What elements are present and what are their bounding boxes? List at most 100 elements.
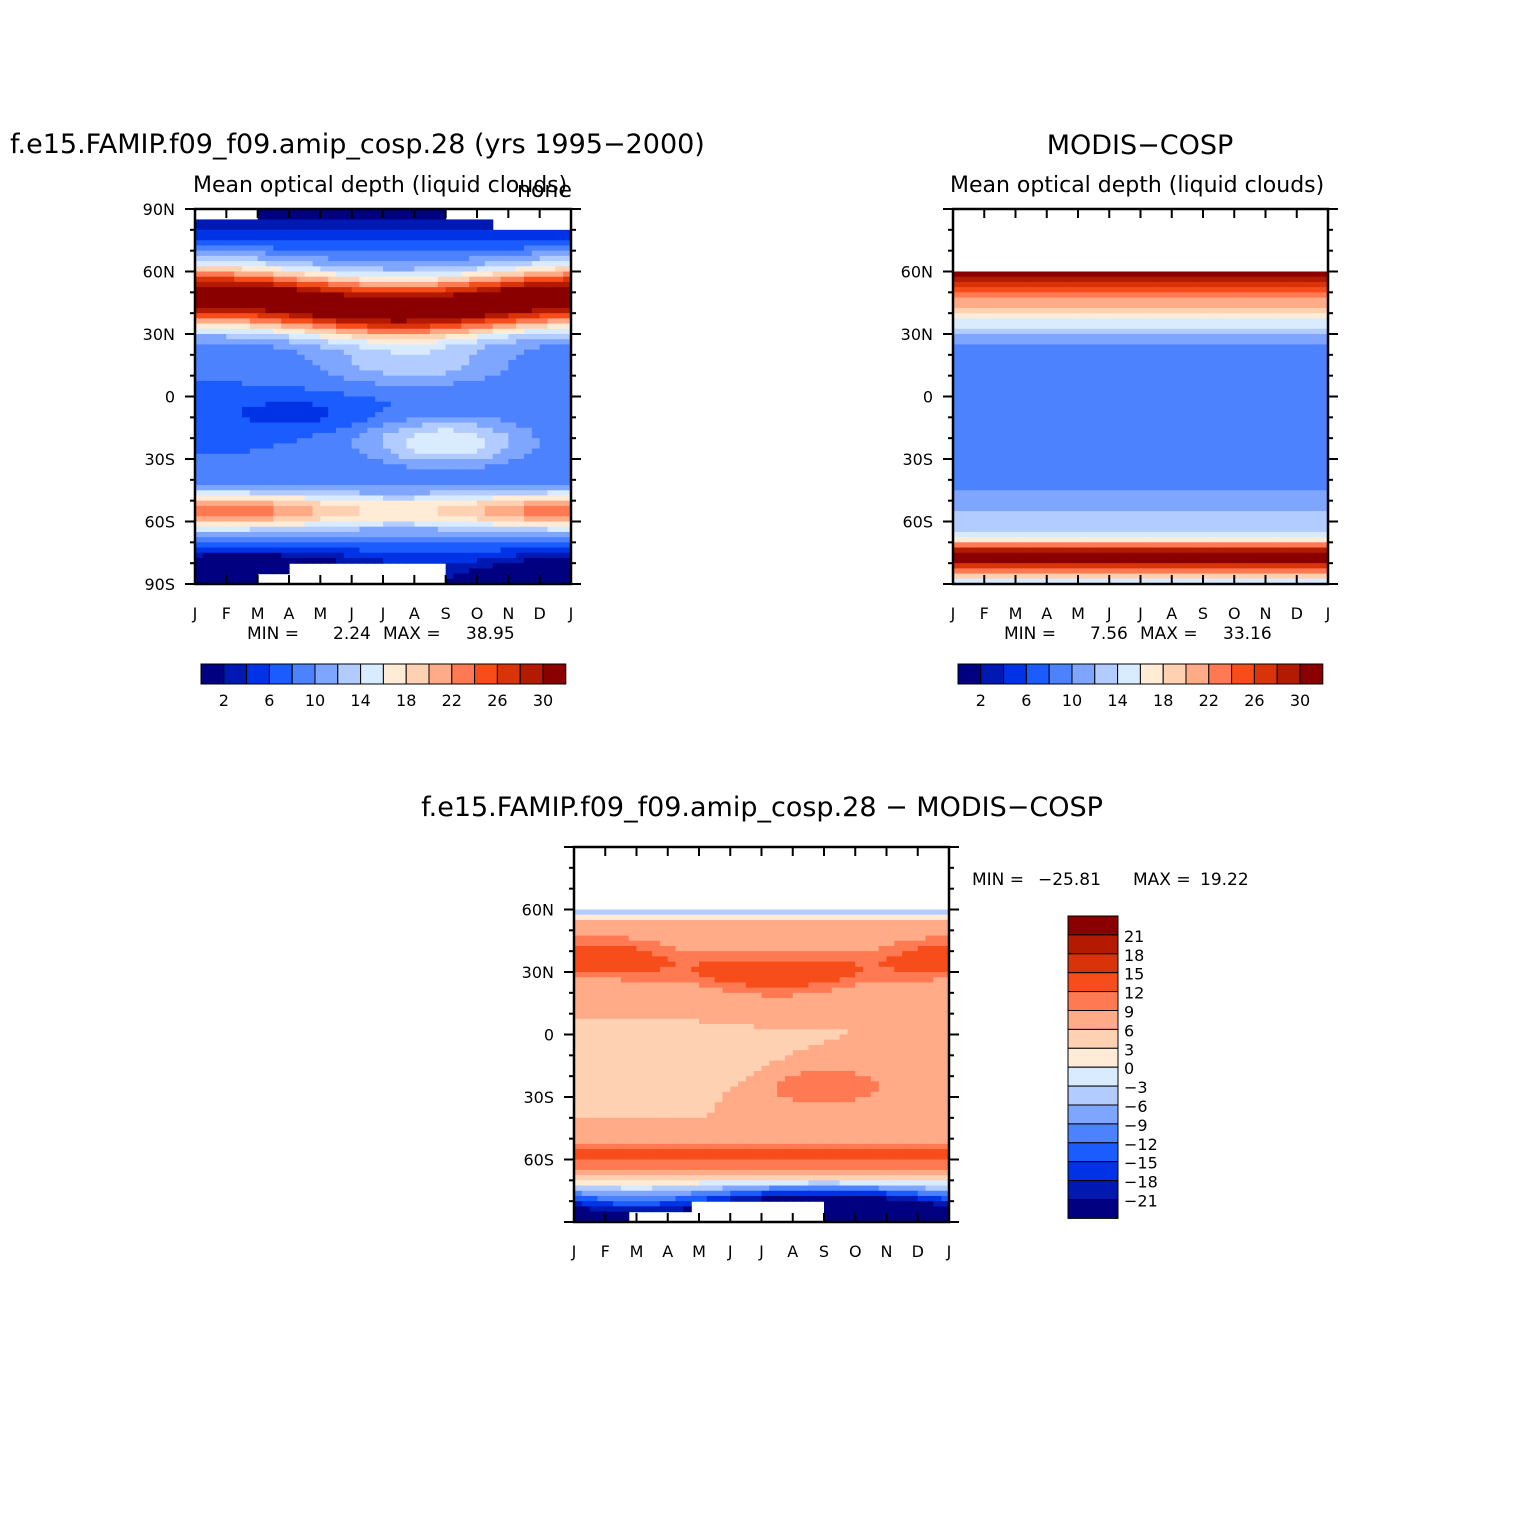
contour-cell [336, 219, 345, 226]
x-tick-label: M [313, 604, 327, 623]
contour-cell [242, 245, 251, 252]
contour-cell [210, 464, 220, 471]
contour-cell [1054, 344, 1063, 351]
contour-cell [375, 422, 384, 429]
contour-cell [195, 276, 204, 283]
contour-cell [999, 318, 1009, 325]
contour-cell [1038, 318, 1048, 325]
contour-cell [422, 412, 431, 418]
contour-cell [1148, 432, 1157, 439]
contour-cell [273, 396, 282, 403]
contour-cell [516, 245, 525, 252]
contour-cell [414, 250, 423, 257]
contour-cell [257, 511, 267, 517]
contour-cell [531, 276, 541, 283]
contour-cell [437, 287, 447, 293]
contour-cell [477, 547, 486, 554]
contour-cell [1257, 360, 1267, 366]
contour-cell [1210, 349, 1220, 356]
contour-cell [430, 297, 439, 304]
contour-cell [273, 542, 282, 549]
contour-cell [430, 235, 439, 241]
contour-cell [1132, 417, 1142, 424]
contour-cell [524, 261, 533, 267]
contour-cell [1124, 406, 1134, 413]
contour-cell [508, 271, 517, 278]
contour-cell [210, 391, 220, 398]
contour-cell [359, 422, 368, 429]
contour-cell [1226, 323, 1235, 330]
contour-cell [477, 490, 486, 497]
contour-cell [218, 328, 227, 335]
contour-cell [406, 261, 415, 267]
contour-cell [367, 261, 376, 267]
contour-cell [1015, 422, 1024, 429]
contour-cell [296, 339, 306, 346]
contour-cell [1226, 271, 1235, 278]
contour-cell [976, 370, 985, 377]
contour-cell [492, 245, 502, 252]
contour-cell [1163, 401, 1173, 408]
contour-cell [328, 490, 337, 497]
contour-cell [312, 552, 321, 559]
contour-cell [265, 339, 274, 346]
y-tick-label: 0 [165, 388, 175, 407]
contour-cell [976, 349, 985, 356]
contour-cell [320, 422, 329, 429]
contour-cell [398, 490, 408, 497]
model-title: f.e15.FAMIP.f09_f09.amip_cosp.28 (yrs 19… [10, 129, 705, 160]
contour-cell [1132, 302, 1142, 309]
contour-cell [265, 261, 274, 267]
contour-cell [312, 443, 321, 450]
contour-cell [477, 443, 486, 450]
contour-cell [453, 281, 462, 288]
contour-cell [422, 386, 431, 392]
contour-cell [1132, 328, 1142, 335]
contour-cell [195, 500, 204, 507]
contour-cell [445, 261, 455, 267]
contour-cell [547, 412, 556, 418]
contour-cell [1179, 318, 1188, 325]
contour-cell [430, 406, 439, 413]
contour-cell [547, 354, 556, 361]
contour-cell [367, 370, 376, 377]
contour-cell [234, 417, 243, 424]
contour-cell [1242, 370, 1251, 377]
contour-cell [1046, 386, 1056, 392]
contour-cell [304, 281, 314, 288]
contour-cell [351, 209, 361, 215]
contour-cell [210, 568, 220, 575]
contour-cell [1093, 391, 1103, 398]
contour-cell [437, 505, 447, 512]
contour-cell [1210, 396, 1220, 403]
contour-cell [249, 490, 259, 497]
contour-cell [484, 276, 494, 283]
contour-cell [430, 302, 439, 309]
contour-cell [1031, 427, 1040, 434]
contour-cell [445, 297, 455, 304]
contour-cell [273, 250, 282, 257]
contour-cell [1249, 386, 1259, 392]
colorbar-box [474, 663, 498, 685]
contour-cell [1062, 422, 1071, 429]
contour-cell [359, 521, 368, 528]
contour-cell [968, 271, 978, 278]
contour-cell [351, 360, 361, 366]
contour-cell [289, 443, 298, 450]
contour-cell [422, 391, 431, 398]
contour-cell [343, 485, 353, 491]
contour-cell [1093, 401, 1103, 408]
contour-cell [430, 380, 439, 387]
contour-cell [359, 339, 368, 346]
contour-cell [328, 412, 337, 418]
y-tick-label: 60S [144, 513, 175, 532]
contour-cell [547, 531, 556, 538]
contour-cell [312, 557, 321, 564]
contour-cell [477, 391, 486, 398]
contour-cell [1249, 344, 1259, 351]
contour-cell [437, 209, 447, 215]
contour-cell [1312, 323, 1321, 330]
contour-cell [492, 422, 502, 429]
contour-cell [367, 401, 376, 408]
contour-cell [320, 224, 329, 231]
